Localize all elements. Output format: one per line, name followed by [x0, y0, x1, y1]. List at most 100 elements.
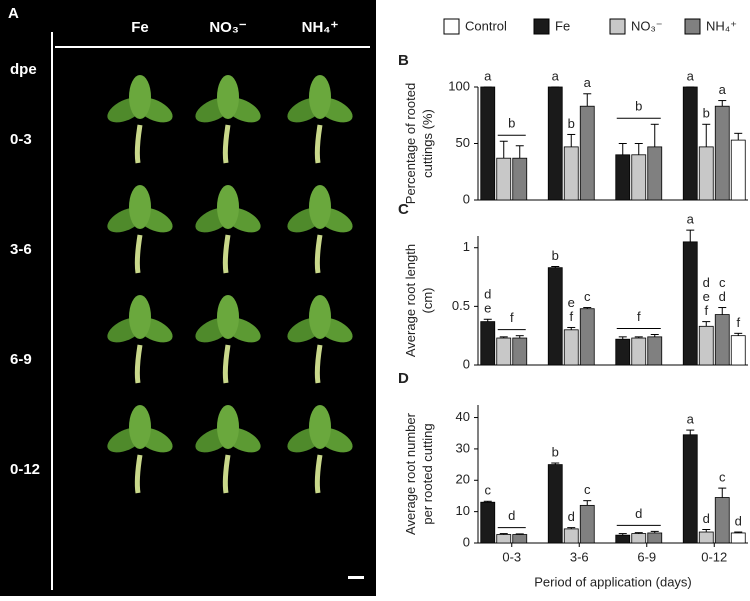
plant-leaf	[129, 295, 151, 339]
bar	[512, 157, 528, 201]
significance-letter: e	[484, 301, 491, 316]
y-tick-label: 0	[463, 534, 470, 549]
bar	[682, 241, 698, 366]
bar	[631, 337, 647, 366]
y-tick-label: 0.5	[452, 298, 470, 313]
bar	[714, 314, 730, 366]
significance-letter: d	[719, 289, 726, 304]
bar	[512, 337, 528, 366]
plant-stem	[134, 124, 143, 164]
significance-letter: e	[568, 295, 575, 310]
y-tick-label: 20	[456, 472, 470, 487]
y-tick-label: 100	[448, 78, 470, 93]
bar	[512, 534, 528, 544]
y-tick-label: 0	[463, 356, 470, 371]
plant-stem	[314, 454, 323, 494]
significance-letter: f	[637, 309, 641, 324]
bar	[631, 533, 647, 544]
bar	[682, 434, 698, 544]
bar	[480, 321, 496, 366]
bar	[730, 532, 746, 544]
bar	[547, 464, 563, 544]
bar	[631, 154, 647, 201]
legend-swatch	[684, 18, 701, 35]
bar	[647, 336, 663, 366]
column-header: NO₃⁻	[209, 19, 246, 36]
bar	[698, 531, 714, 544]
plant-stem	[222, 454, 231, 494]
scale-bar	[348, 576, 364, 579]
bar	[647, 146, 663, 201]
legend-label: Fe	[555, 18, 570, 33]
plant-stem	[314, 344, 323, 384]
panel-label: D	[398, 370, 409, 387]
significance-letter: b	[552, 444, 559, 459]
significance-letter: c	[584, 289, 591, 304]
significance-letter: a	[719, 82, 727, 97]
plant-stem	[134, 454, 143, 494]
row-label: 6-9	[10, 351, 32, 368]
panel-label: B	[398, 52, 409, 69]
bar	[563, 146, 579, 201]
legend-swatch	[609, 18, 626, 35]
bar	[579, 308, 595, 366]
significance-letter: b	[635, 99, 642, 114]
plant-leaf	[217, 295, 239, 339]
significance-letter: c	[584, 482, 591, 497]
plants	[107, 75, 353, 494]
bar	[714, 105, 730, 201]
significance-letter: b	[508, 116, 515, 131]
significance-letter: d	[635, 506, 642, 521]
bar	[496, 534, 512, 544]
plant-leaf	[129, 75, 151, 119]
y-axis-label: per rooted cutting	[420, 423, 435, 524]
legend-label: NH₄⁺	[706, 18, 737, 33]
bar	[647, 532, 663, 544]
x-tick-label: 6-9	[637, 549, 656, 564]
bar	[615, 534, 631, 544]
significance-letter: c	[485, 483, 492, 498]
column-header: NH₄⁺	[302, 19, 339, 36]
panel-label: C	[398, 201, 409, 218]
plant-leaf	[217, 185, 239, 229]
bar	[698, 325, 714, 366]
y-tick-label: 50	[456, 135, 470, 150]
significance-letter: a	[484, 68, 492, 83]
bar	[615, 338, 631, 366]
plant-stem	[222, 234, 231, 274]
significance-letter: f	[704, 303, 708, 318]
significance-letter: c	[719, 470, 726, 485]
y-tick-label: 10	[456, 503, 470, 518]
plant-leaf	[309, 185, 331, 229]
significance-letter: f	[569, 309, 573, 324]
significance-letter: a	[584, 75, 592, 90]
significance-letter: d	[568, 509, 575, 524]
significance-letter: b	[568, 116, 575, 131]
plant-leaf	[129, 405, 151, 449]
row-label: 0-12	[10, 461, 40, 478]
bar	[714, 497, 730, 544]
bar	[579, 504, 595, 544]
y-axis-label: (cm)	[420, 288, 435, 314]
y-axis-label: cuttings (%)	[420, 109, 435, 178]
legend-swatch	[443, 18, 460, 35]
significance-letter: e	[703, 289, 710, 304]
bar	[698, 146, 714, 201]
plant-stem	[314, 124, 323, 164]
y-axis-label: Average root number	[403, 412, 418, 535]
bar	[496, 337, 512, 366]
row-header: dpe	[10, 61, 37, 78]
significance-letter: d	[508, 508, 515, 523]
y-tick-label: 0	[463, 191, 470, 206]
bar	[480, 501, 496, 544]
bar	[579, 105, 595, 201]
plant-leaf	[309, 295, 331, 339]
panel-label: A	[8, 5, 19, 22]
x-tick-label: 3-6	[570, 549, 589, 564]
plant-leaf	[217, 75, 239, 119]
photo-panel: A Fe NO₃⁻ NH₄⁺ dpe 0-3 3-6 6-9 0-12	[0, 0, 376, 596]
row-label: 0-3	[10, 131, 32, 148]
bar	[615, 154, 631, 201]
